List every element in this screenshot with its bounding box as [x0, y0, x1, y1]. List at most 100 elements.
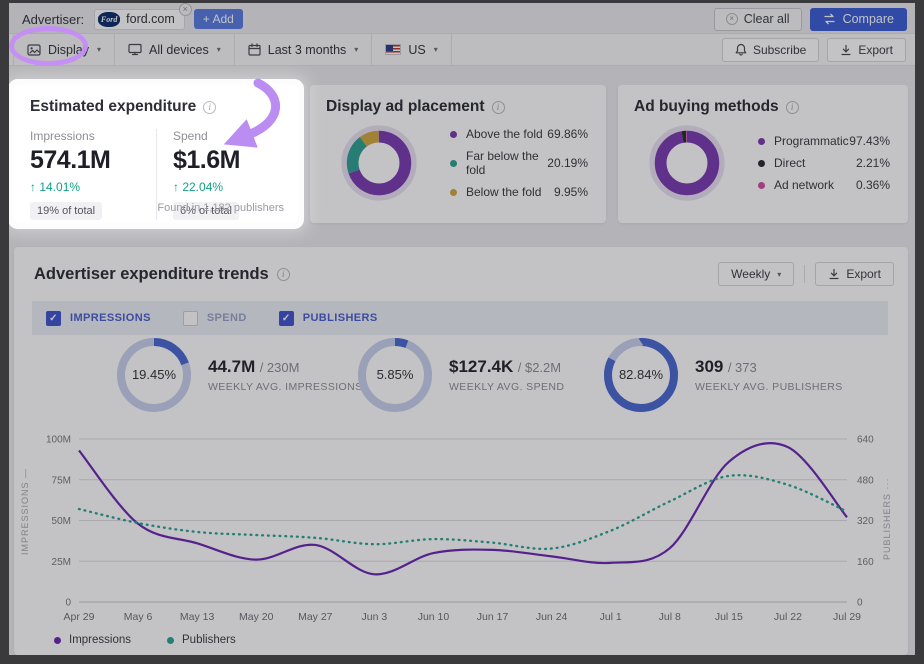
svg-text:Jul 29: Jul 29: [833, 611, 861, 623]
compare-button[interactable]: Compare: [810, 8, 907, 31]
calendar-icon: [248, 43, 261, 56]
toggle-spend[interactable]: SPEND: [183, 311, 247, 326]
svg-text:640: 640: [857, 435, 874, 446]
legend-dot: [167, 637, 174, 644]
legend-item: Programmatic 97.43%: [758, 134, 890, 148]
svg-text:Jun 3: Jun 3: [362, 611, 388, 623]
info-icon[interactable]: [786, 101, 799, 114]
bell-icon: [735, 43, 747, 56]
panel-header: Advertiser expenditure trends Weekly Exp…: [14, 247, 908, 286]
svg-text:75M: 75M: [52, 475, 71, 486]
toolbar-actions: Subscribe Export: [722, 34, 915, 65]
checkbox-checked-icon[interactable]: [46, 311, 61, 326]
svg-text:Apr 29: Apr 29: [64, 611, 95, 623]
legend-item: Impressions: [54, 634, 131, 646]
impressions-change: ↑ 14.01%: [30, 180, 146, 194]
add-advertiser-button[interactable]: + Add: [194, 9, 243, 29]
svg-text:82.84%: 82.84%: [619, 367, 664, 382]
svg-text:May 27: May 27: [298, 611, 333, 623]
impressions-gauge: 19.45%: [114, 335, 194, 415]
gauge-text: $127.4K / $2.2M WEEKLY AVG. SPEND: [449, 357, 564, 393]
svg-text:160: 160: [857, 557, 874, 568]
legend-dot: [758, 138, 765, 145]
legend-dot: [450, 189, 457, 196]
compare-icon: [823, 13, 836, 25]
gauge-text: 44.7M / 230M WEEKLY AVG. IMPRESSIONS: [208, 357, 363, 393]
spend-gauge-group: 5.85% $127.4K / $2.2M WEEKLY AVG. SPEND: [355, 335, 564, 415]
advertiser-bar-actions: Clear all Compare: [714, 8, 907, 31]
series-toggle-bar: IMPRESSIONS SPEND PUBLISHERS: [32, 301, 888, 335]
svg-text:100M: 100M: [46, 435, 71, 446]
placement-donut-chart: [338, 122, 420, 204]
summary-cards-row: Estimated expenditure Impressions 574.1M…: [14, 85, 908, 223]
svg-text:May 13: May 13: [180, 611, 215, 623]
advertiser-chip[interactable]: Ford ford.com: [94, 9, 185, 30]
devices-icon: [128, 43, 142, 56]
filter-display[interactable]: Display: [13, 34, 115, 65]
impressions-gauge-group: 19.45% 44.7M / 230M WEEKLY AVG. IMPRESSI…: [114, 335, 363, 415]
toggle-impressions[interactable]: IMPRESSIONS: [46, 311, 151, 326]
svg-text:19.45%: 19.45%: [132, 367, 177, 382]
export-button[interactable]: Export: [827, 38, 906, 62]
publishers-footnote: Found in 1,182 publishers: [157, 202, 284, 214]
panel-actions: Weekly Export: [718, 262, 894, 286]
publishers-gauge-group: 82.84% 309 / 373 WEEKLY AVG. PUBLISHERS: [601, 335, 843, 415]
filter-devices[interactable]: All devices: [115, 34, 235, 65]
expenditure-trends-panel: Advertiser expenditure trends Weekly Exp…: [14, 247, 908, 655]
svg-text:320: 320: [857, 516, 874, 527]
panel-title: Advertiser expenditure trends: [34, 265, 290, 284]
app-window: Advertiser: Ford ford.com + Add Clear al…: [0, 0, 924, 664]
chevron-down-icon: [777, 270, 781, 279]
svg-text:Jul 15: Jul 15: [715, 611, 743, 623]
filter-country[interactable]: US: [372, 34, 451, 65]
ad-buying-methods-card: Ad buying methods Programmatic 97.43% Di…: [618, 85, 908, 223]
svg-text:Jul 8: Jul 8: [659, 611, 681, 623]
legend-dot: [450, 131, 457, 138]
impressions-metric: Impressions 574.1M ↑ 14.01% 19% of total: [30, 129, 156, 220]
checkbox-checked-icon[interactable]: [279, 311, 294, 326]
advertiser-label: Advertiser:: [22, 12, 84, 27]
legend-dot: [54, 637, 61, 644]
legend-item: Below the fold 9.95%: [450, 185, 588, 199]
filter-date-range[interactable]: Last 3 months: [235, 34, 373, 65]
impressions-value: 574.1M: [30, 146, 146, 175]
advertiser-chip-name: ford.com: [126, 12, 175, 26]
chevron-down-icon: [434, 45, 438, 54]
svg-text:May 20: May 20: [239, 611, 274, 623]
legend-item: Publishers: [167, 634, 236, 646]
advertiser-bar: Advertiser: Ford ford.com + Add Clear al…: [9, 3, 915, 31]
svg-text:0: 0: [857, 598, 863, 609]
buying-donut-chart: [646, 122, 728, 204]
info-icon[interactable]: [492, 101, 505, 114]
svg-text:480: 480: [857, 475, 874, 486]
legend-item: Far below the fold 20.19%: [450, 149, 588, 177]
svg-text:Jul 22: Jul 22: [774, 611, 802, 623]
svg-text:Jun 10: Jun 10: [418, 611, 450, 623]
clear-all-button[interactable]: Clear all: [714, 8, 802, 31]
legend-item: Above the fold 69.86%: [450, 127, 588, 141]
trend-export-button[interactable]: Export: [815, 262, 894, 286]
checkbox-unchecked-icon[interactable]: [183, 311, 198, 326]
legend-dot: [758, 182, 765, 189]
download-icon: [840, 44, 852, 56]
card-title: Ad buying methods: [634, 98, 892, 116]
spend-value: $1.6M: [173, 146, 272, 175]
info-icon[interactable]: [277, 268, 290, 281]
frequency-dropdown[interactable]: Weekly: [718, 262, 794, 286]
subscribe-button[interactable]: Subscribe: [722, 38, 819, 62]
svg-text:Jun 24: Jun 24: [536, 611, 568, 623]
legend-dot: [450, 160, 457, 167]
publishers-gauge: 82.84%: [601, 335, 681, 415]
remove-advertiser-icon[interactable]: [179, 3, 192, 16]
svg-text:PUBLISHERS ···: PUBLISHERS ···: [882, 477, 892, 560]
card-title: Estimated expenditure: [30, 98, 282, 116]
svg-text:IMPRESSIONS —: IMPRESSIONS —: [20, 468, 30, 555]
impressions-share-badge: 19% of total: [30, 202, 102, 220]
toggle-publishers[interactable]: PUBLISHERS: [279, 311, 378, 326]
trend-line-chart[interactable]: 0025M16050M32075M480100M640Apr 29May 6Ma…: [14, 427, 906, 632]
info-icon[interactable]: [203, 101, 216, 114]
ford-logo: Ford: [98, 12, 120, 27]
svg-text:5.85%: 5.85%: [377, 367, 414, 382]
chevron-down-icon: [217, 45, 221, 54]
clear-icon: [726, 13, 738, 25]
